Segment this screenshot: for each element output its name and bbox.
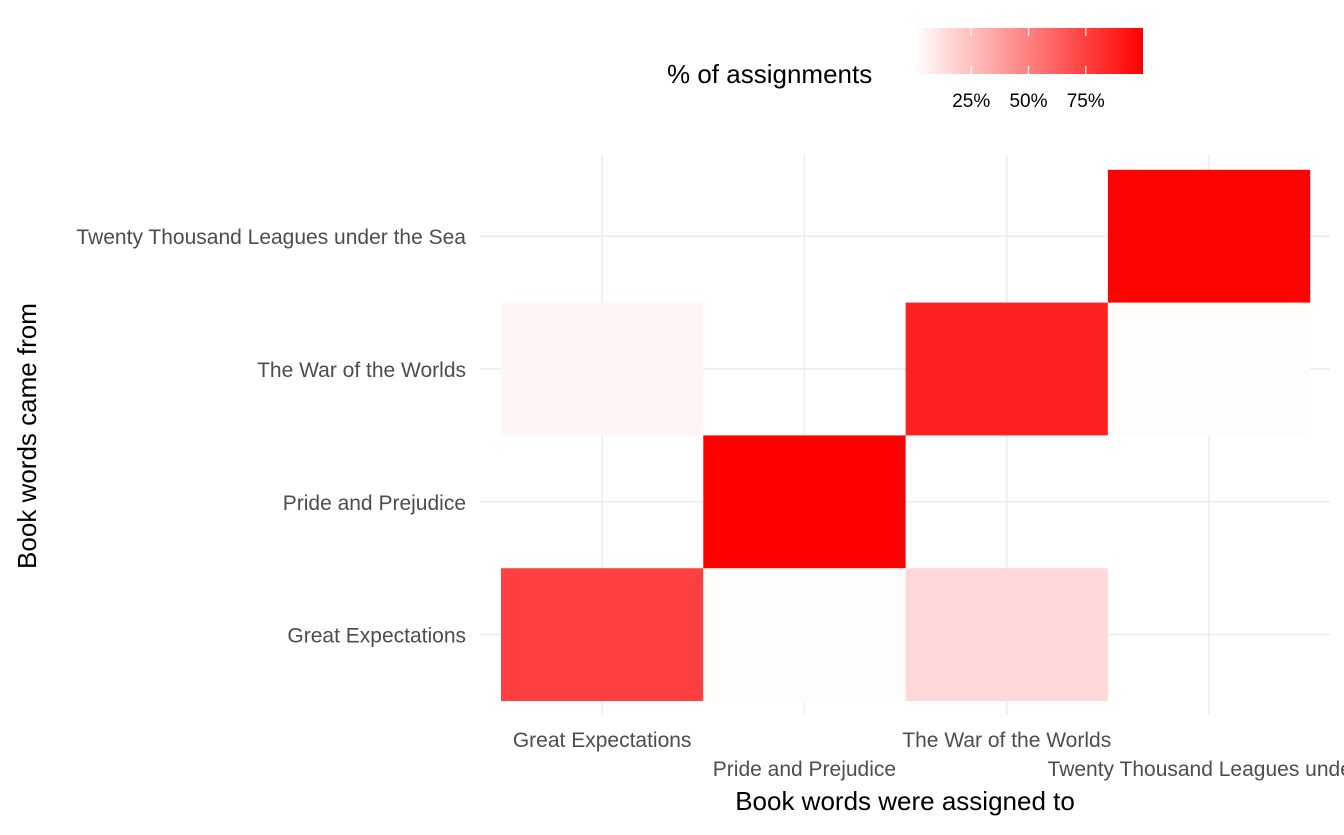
legend-tick-label: 75% <box>1067 91 1105 112</box>
legend-ticks: 25% 50% 75% <box>952 28 1105 112</box>
legend-tick-label: 50% <box>1009 91 1047 112</box>
x-tick-label-great-expectations: Great Expectations <box>513 729 692 752</box>
heatmap-cell-great-expectations--great-expectations <box>501 568 704 701</box>
y-tick-label-twenty-thousand-leagues-under-the-sea: Twenty Thousand Leagues under the Sea <box>76 226 466 249</box>
x-tick-labels: Great Expectations Pride and Prejudice The… <box>513 729 1344 781</box>
heatmap-cell-great-expectations--the-war-of-the-worlds <box>905 568 1108 701</box>
legend-tick-label: 25% <box>952 91 990 112</box>
heatmap-cell-pride-and-prejudice--pride-and-prejudice <box>703 435 906 569</box>
y-tick-label-great-expectations: Great Expectations <box>287 625 466 648</box>
y-tick-labels: Great Expectations Pride and Prejudice The… <box>76 226 466 647</box>
y-tick-label-pride-and-prejudice: Pride and Prejudice <box>283 492 466 515</box>
legend-title: % of assignments <box>667 59 872 89</box>
x-tick-label-the-war-of-the-worlds: The War of the Worlds <box>902 729 1111 752</box>
heatmap-cell-great-expectations--pride-and-prejudice <box>703 568 906 701</box>
heatmap-cell-twenty-thousand-leagues-under-the-sea--twenty-thousand-leagues-under-the-sea <box>1107 169 1311 303</box>
x-tick-label-pride-and-prejudice: Pride and Prejudice <box>713 758 896 781</box>
x-tick-label-twenty-thousand-leagues-under-t: Twenty Thousand Leagues under t <box>1048 758 1344 781</box>
legend: % of assignments 25% 50% 75% <box>667 28 1143 112</box>
heatmap-cell-the-war-of-the-worlds--twenty-thousand-leagues-under-the-sea <box>1107 302 1311 436</box>
y-axis-title: Book words came from <box>12 303 42 569</box>
heatmap-cell-the-war-of-the-worlds--the-war-of-the-worlds <box>905 302 1108 436</box>
y-tick-label-the-war-of-the-worlds: The War of the Worlds <box>257 359 466 382</box>
heatmap-cells <box>501 169 1311 701</box>
heatmap-cell-the-war-of-the-worlds--great-expectations <box>501 302 704 436</box>
x-axis-title: Book words were assigned to <box>735 786 1075 816</box>
